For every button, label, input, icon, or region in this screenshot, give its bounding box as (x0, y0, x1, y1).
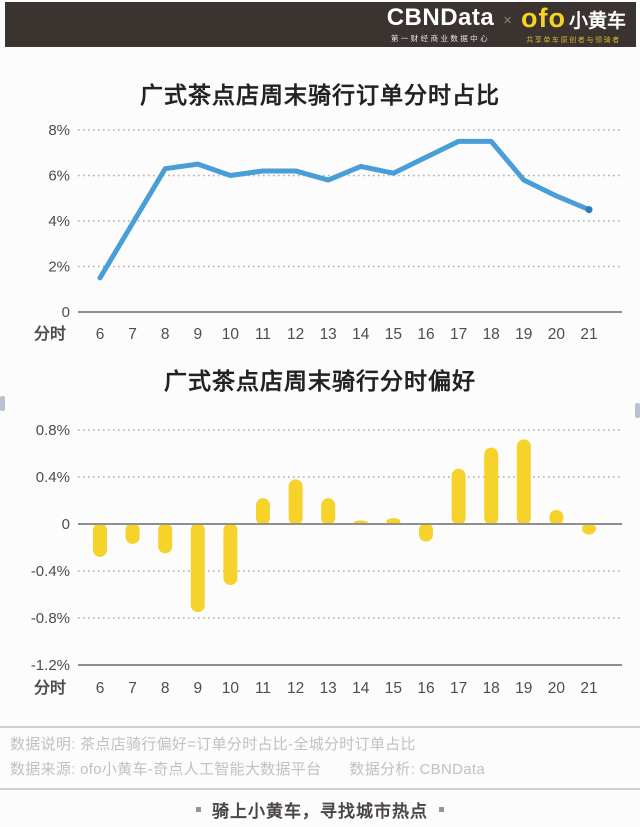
ofo-cn-name: 小黄车 (568, 10, 626, 32)
x-tick-label: 8 (161, 326, 170, 343)
x-tick-label: 20 (548, 326, 566, 343)
line-chart: 8% 6% 4% 2% 0 分时 6 7 8 9 10 11 12 13 14 15 16 17 18 19 20 21 (34, 122, 622, 343)
x-tick-label: 15 (385, 680, 402, 697)
footer-slogan: 骑上小黄车，寻找城市热点 (0, 797, 640, 822)
data-note: 数据说明: 茶点店骑行偏好=订单分时占比-全城分时订单占比 (10, 736, 416, 753)
bar-chart-title: 广式茶点店周末骑行分时偏好 (164, 368, 476, 394)
bar (190, 523, 205, 613)
cbndata-subtitle: 第一财经商业数据中心 (390, 33, 490, 43)
y-tick-label: -0.4% (31, 563, 70, 580)
y-tick-label: 0 (62, 516, 70, 533)
x-tick-label: 12 (287, 680, 304, 697)
bullet-icon (196, 807, 201, 812)
x-tick-label: 10 (222, 680, 240, 697)
x-tick-label: 7 (128, 680, 137, 697)
x-tick-label: 17 (450, 326, 467, 343)
y-tick-label: 2% (48, 259, 70, 276)
bar (516, 439, 531, 525)
bar (484, 447, 499, 525)
bar (549, 509, 564, 525)
x-tick-label: 19 (515, 326, 532, 343)
x-tick-label: 16 (417, 680, 434, 697)
bar (419, 523, 433, 542)
y-tick-label: 0.8% (36, 422, 70, 439)
bar (158, 523, 173, 554)
bar (223, 523, 238, 586)
x-tick-label: 12 (287, 326, 304, 343)
ofo-wordmark: ofo (521, 2, 566, 33)
x-tick-label: 9 (193, 680, 202, 697)
x-tick-label: 10 (222, 326, 240, 343)
y-tick-label: 6% (48, 168, 70, 185)
y-tick-label: 8% (48, 122, 70, 139)
bar (288, 479, 303, 525)
x-tick-label: 6 (96, 326, 105, 343)
bar (93, 523, 107, 557)
x-tick-label: 6 (96, 680, 105, 697)
y-tick-label: 0.4% (36, 469, 70, 486)
x-tick-label: 18 (483, 326, 500, 343)
cbndata-logo: CBNData 第一财经商业数据中心 (386, 3, 495, 44)
y-tick-label: 4% (48, 213, 70, 230)
collab-cross-icon: × (503, 12, 512, 29)
y-tick-label: -0.8% (31, 610, 70, 627)
y-tick-label: -1.2% (31, 657, 70, 674)
x-tick-label: 11 (255, 680, 271, 697)
bar-chart: 0.8% 0.4% -0.4% -0.8% -1.2% 0 分时 6 7 8 9 10 11 12 13 14… (31, 422, 622, 697)
bullet-icon (439, 807, 444, 812)
x-tick-label: 19 (515, 680, 532, 697)
x-axis-title: 分时 (34, 679, 66, 697)
x-tick-label: 13 (320, 680, 337, 697)
divider (0, 788, 640, 790)
bar (321, 498, 336, 525)
x-tick-label: 21 (580, 680, 597, 697)
cbndata-wordmark: CBNData (386, 3, 495, 31)
divider (0, 726, 640, 728)
edge-artifact (635, 403, 640, 418)
x-tick-label: 11 (255, 326, 271, 343)
line-end-dot (585, 206, 593, 214)
bar (451, 468, 466, 525)
y-tick-label: 0 (62, 304, 70, 321)
x-tick-label: 17 (450, 680, 467, 697)
x-tick-label: 14 (352, 680, 370, 697)
data-source-text: 数据来源: ofo小黄车-奇点人工智能大数据平台 (10, 761, 322, 778)
bar (582, 523, 596, 535)
x-tick-label: 7 (128, 326, 137, 343)
x-tick-label: 20 (548, 680, 566, 697)
data-analysis-text: 数据分析: CBNData (349, 761, 485, 778)
x-tick-label: 15 (385, 326, 402, 343)
slogan-text: 骑上小黄车，寻找城市热点 (212, 802, 428, 821)
x-tick-label: 14 (352, 326, 370, 343)
x-tick-label: 21 (580, 326, 597, 343)
line-series (97, 138, 592, 281)
x-tick-label: 18 (483, 680, 500, 697)
x-axis-title: 分时 (34, 325, 66, 343)
data-source-note: 数据来源: ofo小黄车-奇点人工智能大数据平台 数据分析: CBNData (10, 758, 485, 779)
header-banner: CBNData 第一财经商业数据中心 × ofo 小黄车 共享单车原创者与领骑者 (5, 2, 636, 47)
edge-artifact (0, 396, 5, 411)
ofo-subtitle: 共享单车原创者与领骑者 (526, 36, 621, 44)
bar (125, 523, 140, 544)
ofo-logo: ofo 小黄车 共享单车原创者与领骑者 (521, 2, 626, 45)
x-tick-label: 9 (193, 326, 202, 343)
x-tick-label: 8 (161, 680, 170, 697)
bar (256, 498, 270, 525)
x-tick-label: 16 (417, 326, 434, 343)
line-chart-title: 广式茶点店周末骑行订单分时占比 (140, 82, 500, 108)
x-tick-label: 13 (320, 326, 337, 343)
